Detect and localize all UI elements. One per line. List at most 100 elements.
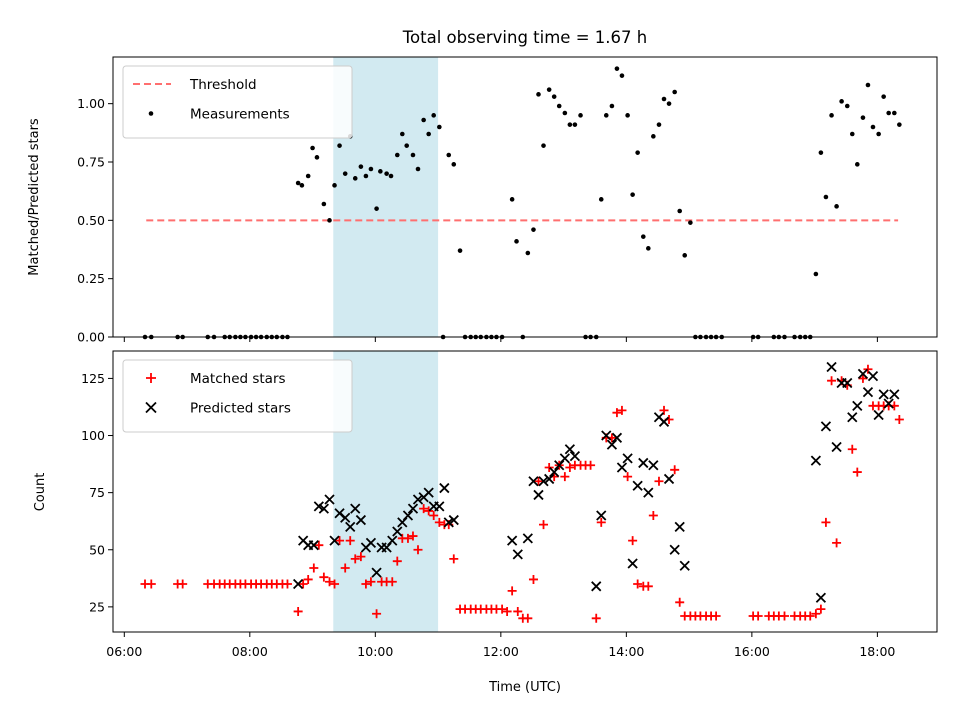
axes-frame <box>112 56 938 338</box>
data-point <box>562 110 568 116</box>
data-point <box>384 171 389 176</box>
data-point <box>512 549 523 560</box>
legend-label: Predicted stars <box>190 401 291 417</box>
data-point <box>325 577 335 587</box>
data-point <box>596 510 607 521</box>
data-point <box>523 613 533 623</box>
data-point <box>282 579 292 589</box>
data-point <box>345 536 355 546</box>
data-point <box>619 73 625 78</box>
data-point <box>612 408 622 418</box>
data-point <box>627 558 638 569</box>
data-point <box>780 611 789 621</box>
data-point <box>321 201 327 207</box>
figure-title: Total observing time = 1.67 h <box>402 28 647 47</box>
legend-label: Matched stars <box>190 371 286 387</box>
data-point <box>858 373 868 383</box>
data-point <box>451 162 457 167</box>
y-tick-label: 0.00 <box>77 330 105 345</box>
data-point <box>886 110 891 116</box>
data-point <box>337 143 342 148</box>
data-point <box>434 517 444 527</box>
data-point <box>329 535 340 546</box>
data-point <box>601 430 612 441</box>
data-point <box>387 577 397 587</box>
data-point <box>544 473 555 485</box>
legend: Matched stars Predicted stars <box>122 359 353 433</box>
data-point <box>356 552 366 562</box>
data-point <box>648 460 659 471</box>
legend-label: Threshold <box>189 77 257 93</box>
data-point <box>408 531 418 541</box>
data-point <box>544 463 554 473</box>
y-axis-label-bottom: Count <box>33 473 48 512</box>
data-point <box>388 173 394 179</box>
data-point <box>677 208 682 214</box>
data-point <box>862 386 874 398</box>
data-point <box>330 579 340 589</box>
data-point <box>854 162 860 167</box>
data-point <box>528 574 538 584</box>
data-point <box>410 152 416 158</box>
data-point <box>753 611 763 621</box>
data-point <box>449 554 459 564</box>
data-point <box>293 606 303 616</box>
data-point <box>572 122 578 127</box>
data-point <box>368 166 374 172</box>
data-point <box>669 544 680 555</box>
data-point <box>813 271 819 277</box>
data-point <box>682 253 688 258</box>
data-point <box>412 494 424 505</box>
series-predicted-stars <box>292 361 900 603</box>
data-point <box>403 533 413 543</box>
data-point <box>564 444 576 455</box>
data-point <box>591 613 601 623</box>
data-point <box>643 487 654 498</box>
data-point <box>614 66 620 71</box>
data-point <box>392 526 403 537</box>
data-point <box>314 540 324 550</box>
data-point <box>546 87 552 92</box>
data-point <box>298 579 308 589</box>
data-point <box>308 540 319 551</box>
data-point <box>457 248 463 253</box>
series-measurements <box>142 66 902 340</box>
data-point <box>522 533 533 544</box>
data-point <box>651 134 656 139</box>
data-point <box>658 416 670 427</box>
legend-label: Measurements <box>190 107 290 123</box>
data-point <box>394 152 400 158</box>
data-point <box>849 131 855 137</box>
legend-dot-swatch <box>148 111 154 116</box>
data-point <box>340 563 350 573</box>
data-point <box>541 143 546 148</box>
data-point <box>556 103 562 109</box>
data-point <box>831 441 842 453</box>
data-point <box>852 400 863 411</box>
data-point <box>421 117 426 123</box>
data-point <box>878 389 889 400</box>
data-point <box>372 609 382 619</box>
data-point <box>536 92 541 97</box>
x-tick-label: 16:00 <box>734 644 770 659</box>
data-point <box>617 405 627 415</box>
data-point <box>654 476 664 486</box>
data-point <box>374 206 379 211</box>
data-point <box>565 463 575 473</box>
data-point <box>596 517 606 527</box>
data-point <box>419 504 429 514</box>
axes-frame <box>112 350 938 633</box>
data-point <box>870 124 876 130</box>
data-point <box>844 103 850 109</box>
data-point <box>670 465 680 475</box>
data-point <box>834 204 839 209</box>
data-point <box>567 122 573 127</box>
data-point <box>818 150 824 155</box>
data-point <box>827 376 837 386</box>
data-point <box>335 536 345 546</box>
data-point <box>648 510 658 520</box>
data-point <box>569 450 581 462</box>
legend-x-swatch <box>145 401 157 414</box>
data-point <box>889 389 900 400</box>
